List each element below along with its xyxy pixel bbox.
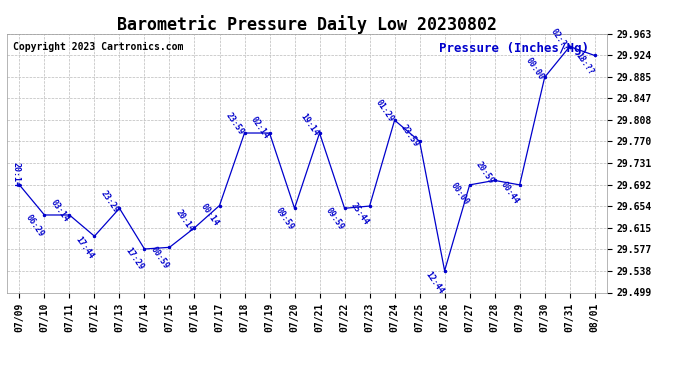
Text: 17:29: 17:29 — [124, 246, 146, 272]
Text: 02:??: 02:?? — [549, 27, 571, 53]
Text: 00:00: 00:00 — [524, 56, 546, 81]
Text: 23:29: 23:29 — [99, 189, 120, 214]
Text: 25:44: 25:44 — [348, 201, 371, 227]
Text: 00:44: 00:44 — [499, 180, 520, 206]
Text: 17:44: 17:44 — [74, 234, 95, 260]
Text: 09:59: 09:59 — [274, 206, 295, 231]
Text: 01:29: 01:29 — [374, 99, 395, 124]
Text: 00:00: 00:00 — [448, 181, 471, 207]
Text: 20:14: 20:14 — [11, 162, 20, 188]
Text: 06:29: 06:29 — [23, 213, 46, 239]
Text: Copyright 2023 Cartronics.com: Copyright 2023 Cartronics.com — [13, 42, 184, 51]
Text: 19:14: 19:14 — [299, 112, 320, 138]
Text: 00:59: 00:59 — [148, 244, 170, 270]
Text: 20:14: 20:14 — [174, 208, 195, 234]
Text: 09:59: 09:59 — [324, 206, 346, 231]
Text: 03:14: 03:14 — [48, 198, 70, 223]
Text: 00:14: 00:14 — [199, 202, 220, 227]
Text: 23:59: 23:59 — [399, 123, 420, 148]
Text: 02:14: 02:14 — [248, 115, 270, 140]
Text: 20:59: 20:59 — [474, 160, 495, 185]
Title: Barometric Pressure Daily Low 20230802: Barometric Pressure Daily Low 20230802 — [117, 15, 497, 34]
Text: 12:44: 12:44 — [424, 270, 446, 296]
Text: 18:??: 18:?? — [574, 51, 595, 76]
Text: Pressure (Inches/Hg): Pressure (Inches/Hg) — [439, 42, 589, 54]
Text: 23:59: 23:59 — [224, 111, 246, 137]
